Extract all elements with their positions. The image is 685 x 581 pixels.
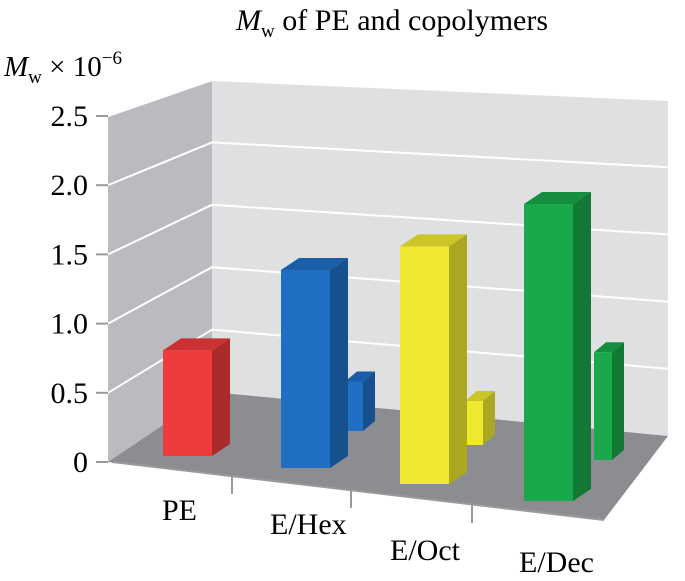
bar-front xyxy=(400,246,449,484)
bar xyxy=(524,192,591,501)
ylabel-rest: × 10 xyxy=(42,51,102,83)
bar-top xyxy=(524,192,591,204)
bar xyxy=(281,258,348,468)
x-axis xyxy=(111,461,605,521)
bar-top xyxy=(345,371,375,382)
bar xyxy=(163,338,230,456)
bar-side xyxy=(612,342,624,460)
bar-top xyxy=(594,342,624,353)
gridline xyxy=(107,203,669,256)
bar-front xyxy=(281,270,330,468)
y-tick-label: 1.5 xyxy=(51,238,89,271)
category-label: E/Oct xyxy=(390,534,461,567)
bar-front xyxy=(345,381,363,431)
y-tick-label: 0.5 xyxy=(51,377,89,410)
category-label: E/Hex xyxy=(270,508,347,541)
gridlines xyxy=(107,78,669,394)
y-axis-ticks: 0 0.5 1.0 1.5 2.0 2.5 xyxy=(51,100,108,479)
bar-top xyxy=(400,234,467,247)
category-label: PE xyxy=(162,494,197,527)
ylabel-exponent: −6 xyxy=(102,48,122,69)
category-labels: PE E/Hex E/Oct E/Dec xyxy=(162,476,594,579)
bar-front xyxy=(524,204,573,501)
y-tick-label: 2.0 xyxy=(51,169,89,202)
bar-side xyxy=(449,234,467,484)
y-tick-label: 0 xyxy=(73,446,88,479)
bar-front xyxy=(163,350,212,456)
ylabel-subscript: w xyxy=(28,67,42,88)
gridline xyxy=(107,78,669,117)
gridline xyxy=(107,266,669,325)
bar-front xyxy=(465,401,483,445)
bar-side xyxy=(363,371,375,431)
bar-side xyxy=(483,391,495,445)
bar-top xyxy=(281,258,348,270)
title-symbol: M xyxy=(235,4,263,37)
bar xyxy=(345,371,375,431)
bar-side xyxy=(573,192,591,501)
bar-side xyxy=(330,258,348,468)
bar xyxy=(400,234,467,484)
ylabel-symbol: M xyxy=(3,51,30,83)
bar-side xyxy=(212,338,230,456)
title-rest: of PE and copolymers xyxy=(275,4,548,37)
category-label: E/Dec xyxy=(519,546,594,579)
y-tick-label: 2.5 xyxy=(51,100,89,133)
gridline xyxy=(107,328,669,394)
bar-top xyxy=(465,391,495,401)
y-tick-label: 1.0 xyxy=(51,308,89,341)
title-subscript: w xyxy=(261,21,275,42)
x-axis-baseline xyxy=(111,461,605,521)
chart-title: Mw of PE and copolymers xyxy=(235,4,548,42)
gridline xyxy=(107,141,669,187)
bar-top xyxy=(163,338,230,351)
y-axis-label: Mw × 10−6 xyxy=(3,48,122,88)
bar xyxy=(594,342,624,460)
front-row-bars xyxy=(163,192,591,501)
bar-front xyxy=(594,352,612,460)
bar xyxy=(465,391,495,445)
back-row-bars xyxy=(345,342,624,460)
